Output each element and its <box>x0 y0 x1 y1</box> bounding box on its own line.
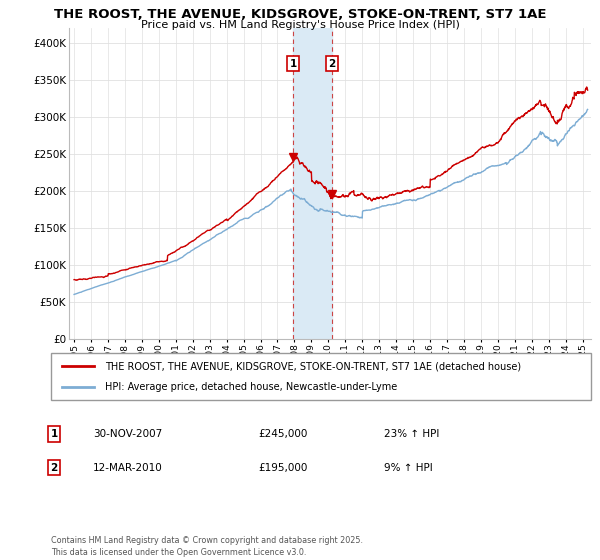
Text: Price paid vs. HM Land Registry's House Price Index (HPI): Price paid vs. HM Land Registry's House … <box>140 20 460 30</box>
FancyBboxPatch shape <box>51 353 591 400</box>
Text: 9% ↑ HPI: 9% ↑ HPI <box>384 463 433 473</box>
Text: £195,000: £195,000 <box>258 463 307 473</box>
Text: Contains HM Land Registry data © Crown copyright and database right 2025.
This d: Contains HM Land Registry data © Crown c… <box>51 536 363 557</box>
Text: HPI: Average price, detached house, Newcastle-under-Lyme: HPI: Average price, detached house, Newc… <box>105 382 397 392</box>
Text: 12-MAR-2010: 12-MAR-2010 <box>93 463 163 473</box>
Text: 1: 1 <box>289 59 296 68</box>
Text: £245,000: £245,000 <box>258 429 307 439</box>
Text: 1: 1 <box>50 429 58 439</box>
Text: THE ROOST, THE AVENUE, KIDSGROVE, STOKE-ON-TRENT, ST7 1AE: THE ROOST, THE AVENUE, KIDSGROVE, STOKE-… <box>54 8 546 21</box>
Text: 23% ↑ HPI: 23% ↑ HPI <box>384 429 439 439</box>
Text: 2: 2 <box>50 463 58 473</box>
Text: 2: 2 <box>328 59 335 68</box>
Text: 30-NOV-2007: 30-NOV-2007 <box>93 429 162 439</box>
Bar <box>293 28 332 339</box>
Text: THE ROOST, THE AVENUE, KIDSGROVE, STOKE-ON-TRENT, ST7 1AE (detached house): THE ROOST, THE AVENUE, KIDSGROVE, STOKE-… <box>105 361 521 371</box>
